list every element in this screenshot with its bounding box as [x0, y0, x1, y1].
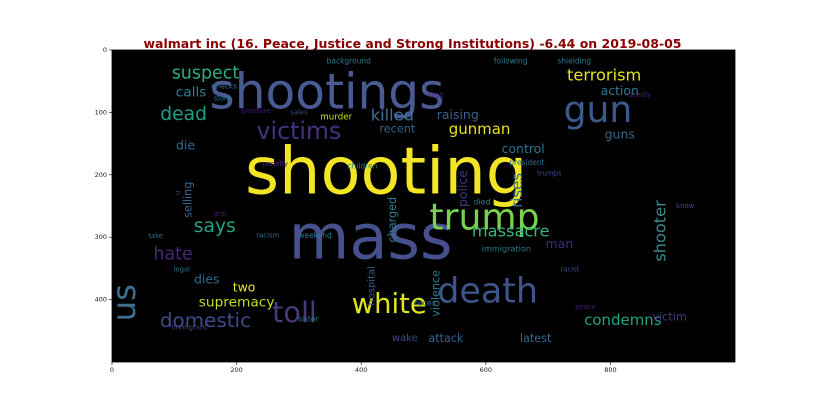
- word-pressure: pressure: [241, 107, 271, 115]
- word-penalty: penalty: [262, 160, 288, 168]
- x-tick-label: 600: [480, 366, 492, 374]
- x-tick-label: 200: [230, 366, 242, 374]
- word-weekend: weekend: [298, 231, 332, 240]
- word-gun: gun: [564, 88, 633, 131]
- word-sales: sales: [290, 108, 308, 116]
- word-checks: checks: [211, 82, 237, 91]
- word-following: following: [494, 57, 528, 66]
- word-die: die: [176, 137, 195, 152]
- word-immigration: immigration: [482, 243, 531, 253]
- y-tick-label: 200: [95, 171, 107, 179]
- word-us: us: [105, 284, 143, 321]
- word-shootings: shootings: [209, 64, 444, 120]
- word-massacre: massacre: [472, 221, 550, 240]
- word-violence: violence: [429, 270, 442, 317]
- word-guns: guns: [605, 127, 635, 142]
- x-tick-label: 800: [604, 366, 616, 374]
- y-axis: 0 100 200 300 400: [95, 46, 112, 304]
- word-charged: charged: [386, 197, 399, 243]
- y-tick-label: 400: [95, 296, 107, 304]
- word-police: police: [455, 170, 470, 207]
- word-president: president: [509, 158, 544, 167]
- word-hospital: hospital: [366, 266, 377, 306]
- word-supremacy: supremacy: [199, 295, 275, 311]
- word-peace: peace: [575, 303, 596, 311]
- word-death: death: [437, 271, 538, 311]
- word-says: says: [194, 216, 236, 237]
- word-immigrant: immigrant: [171, 324, 207, 332]
- word-take: take: [148, 232, 163, 240]
- word-trump: trump: [430, 196, 540, 239]
- y-tick-label: 300: [95, 233, 107, 241]
- word-raising: raising: [437, 107, 479, 122]
- word-man: man: [545, 236, 573, 251]
- x-tick-label: 0: [110, 366, 114, 374]
- word-rises: rises: [508, 173, 526, 208]
- word-control: control: [502, 141, 545, 156]
- chart-title: walmart inc (16. Peace, Justice and Stro…: [143, 36, 682, 51]
- word-background: background: [327, 57, 371, 66]
- axes-frame: [111, 49, 736, 363]
- word-white: white: [352, 289, 427, 320]
- word-anti: anti: [214, 210, 227, 218]
- y-tick-label: 0: [103, 46, 107, 54]
- word-hate: hate: [153, 245, 192, 265]
- word-wake: wake: [392, 333, 418, 344]
- word-suspect: suspect: [172, 64, 240, 84]
- word-murder: murder: [320, 112, 352, 122]
- word-shielding: shielding: [557, 57, 591, 66]
- word-victim: victim: [652, 311, 686, 324]
- x-axis: 0 200 400 600 800: [110, 362, 617, 374]
- word-terrorism: terrorism: [567, 65, 641, 84]
- word-recent: recent: [379, 123, 415, 136]
- x-tick-label: 400: [355, 366, 367, 374]
- word-died: died: [473, 197, 491, 207]
- word-story: story: [214, 95, 231, 103]
- word-selling: selling: [182, 182, 195, 218]
- word-mass: mass: [289, 201, 453, 274]
- words-layer: shootingmassshootingstrumpgundeathwhitev…: [105, 57, 695, 345]
- wordcloud-background: [112, 50, 735, 362]
- word-shooter: shooter: [651, 200, 670, 262]
- word-condemns: condemns: [584, 311, 662, 329]
- word-racism: racism: [256, 231, 279, 239]
- word-children: children: [347, 162, 377, 171]
- word-shooting: shooting: [245, 134, 527, 210]
- word-victims: victims: [257, 117, 342, 145]
- word-racist: racist: [560, 266, 579, 274]
- word-gunman: gunman: [449, 120, 511, 138]
- word-toll: toll: [272, 295, 317, 329]
- word-killed: killed: [371, 105, 414, 124]
- word-domestic: domestic: [160, 308, 251, 332]
- word-attack: attack: [428, 332, 464, 345]
- word-deadly: deadly: [628, 91, 651, 99]
- word-dead: dead: [160, 104, 207, 125]
- word-know: know: [676, 202, 694, 210]
- word-trumps: trumps: [537, 170, 562, 178]
- y-tick-label: 100: [95, 108, 107, 116]
- word-sister: sister: [298, 314, 319, 323]
- word-stop: stop: [428, 90, 444, 99]
- word-latest: latest: [520, 332, 552, 345]
- word-legal: legal: [173, 266, 190, 274]
- word-calls: calls: [176, 84, 207, 100]
- word-action: action: [601, 83, 639, 98]
- word-u: u: [174, 191, 182, 195]
- word-two: two: [233, 280, 256, 295]
- word-faces: faces: [415, 298, 436, 308]
- word-dies: dies: [194, 272, 220, 287]
